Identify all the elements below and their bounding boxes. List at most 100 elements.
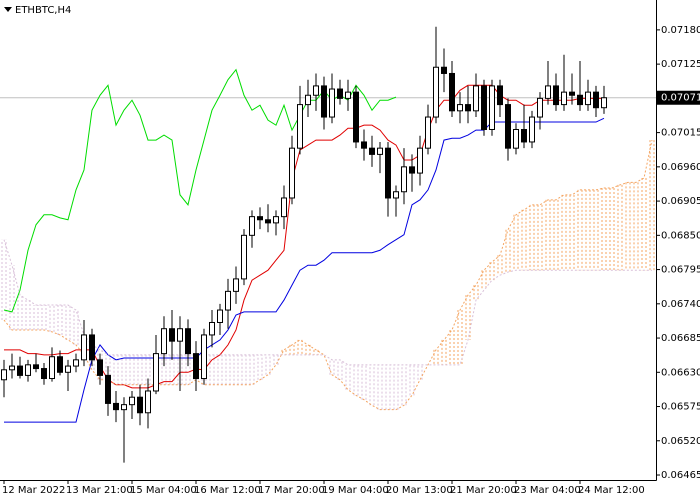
candle-body	[353, 91, 359, 143]
candle-body	[161, 328, 167, 355]
plot-area	[0, 26, 656, 463]
y-tick-label: 0.06630	[661, 367, 700, 378]
candle-body	[57, 356, 63, 373]
candle-body	[425, 116, 431, 149]
x-tick-label: 19 Mar 04:00	[322, 485, 389, 496]
x-tick-label: 24 Mar 12:00	[578, 485, 645, 496]
y-tick-label: 0.06795	[661, 265, 700, 276]
cloud-span-line	[3, 239, 652, 366]
candle-body	[289, 147, 295, 199]
y-tick-label: 0.06465	[661, 470, 700, 481]
x-tick-label: 21 Mar 20:00	[450, 485, 517, 496]
candle-body	[185, 328, 191, 355]
y-tick-label: 0.06575	[661, 402, 700, 413]
candle-body	[297, 104, 303, 149]
candle-body	[409, 166, 415, 174]
candle-body	[65, 365, 71, 373]
candle-body	[441, 66, 447, 74]
candle-body	[225, 290, 231, 311]
x-tick-label: 23 Mar 04:00	[514, 485, 581, 496]
candle-body	[473, 85, 479, 112]
candle-body	[177, 328, 183, 342]
x-tick-label: 12 Mar 2022	[2, 485, 65, 496]
current-price-box	[657, 90, 700, 105]
candle-body	[137, 396, 143, 414]
candle-body	[105, 374, 111, 404]
candle-body	[433, 66, 439, 118]
candle-body	[121, 404, 127, 411]
candle-body	[193, 353, 199, 380]
candle-body	[153, 353, 159, 392]
candle-body	[593, 91, 599, 109]
y-tick-label: 0.06850	[661, 230, 700, 241]
candle-body	[233, 278, 239, 292]
candle-body	[249, 216, 255, 236]
y-tick-label: 0.06960	[661, 162, 700, 173]
candle-body	[9, 365, 15, 371]
y-tick-label: 0.06520	[661, 436, 700, 447]
x-tick-label: 16 Mar 12:00	[194, 485, 261, 496]
candle-body	[393, 191, 399, 199]
y-tick-label: 0.06905	[661, 196, 700, 207]
candle-body	[329, 88, 335, 118]
candle-body	[97, 359, 103, 376]
candle-body	[529, 116, 535, 143]
y-tick-label: 0.07180	[661, 25, 700, 36]
candle-body	[401, 166, 407, 193]
candle-body	[89, 334, 95, 361]
candle-body	[569, 91, 575, 96]
candle-body	[449, 72, 455, 112]
indicator-line	[4, 117, 605, 423]
candle-body	[281, 197, 287, 218]
candle-body	[1, 369, 7, 381]
candle-body	[25, 364, 31, 376]
candle-body	[513, 128, 519, 149]
x-tick-label: 13 Mar 21:00	[66, 485, 133, 496]
candle-body	[561, 91, 567, 106]
candle-body	[377, 147, 383, 155]
candle-body	[113, 402, 119, 411]
y-tick-label: 0.07125	[661, 59, 700, 70]
menu-triangle[interactable]	[4, 7, 12, 12]
current-price-label: 0.07071	[661, 93, 700, 104]
candle-body	[465, 104, 471, 112]
candle-body	[577, 94, 583, 106]
candle-body	[257, 216, 263, 221]
candle-body	[201, 334, 207, 380]
candle-body	[241, 234, 247, 280]
candle-body	[41, 368, 47, 380]
candle-body	[265, 219, 271, 224]
candle-body	[585, 91, 591, 106]
candle-body	[337, 88, 343, 99]
candle-body	[17, 365, 23, 376]
candle-body	[73, 359, 79, 367]
candle-body	[369, 147, 375, 155]
candle-body	[313, 85, 319, 96]
y-tick-label: 0.07015	[661, 128, 700, 139]
candle-body	[553, 85, 559, 106]
x-tick-label: 17 Mar 20:00	[258, 485, 325, 496]
candle-body	[489, 85, 495, 130]
candle-body	[601, 97, 607, 109]
indicator-line	[4, 84, 604, 389]
y-tick-label: 0.06685	[661, 333, 700, 344]
candle-body	[81, 334, 87, 361]
candle-body	[521, 128, 527, 143]
y-tick-label: 0.06740	[661, 299, 700, 310]
candle-body	[505, 104, 511, 149]
candle-body	[537, 97, 543, 118]
candle-body	[321, 85, 327, 118]
candle-body	[217, 309, 223, 323]
candle-body	[49, 356, 55, 380]
candle-body	[481, 85, 487, 130]
candle-body	[361, 141, 367, 149]
candle-body	[545, 85, 551, 99]
candle-body	[305, 94, 311, 106]
candle-body	[209, 321, 215, 336]
x-tick-label: 15 Mar 04:00	[130, 485, 197, 496]
candle-body	[145, 390, 151, 414]
candle-body	[457, 104, 463, 112]
candle-body	[129, 396, 135, 406]
